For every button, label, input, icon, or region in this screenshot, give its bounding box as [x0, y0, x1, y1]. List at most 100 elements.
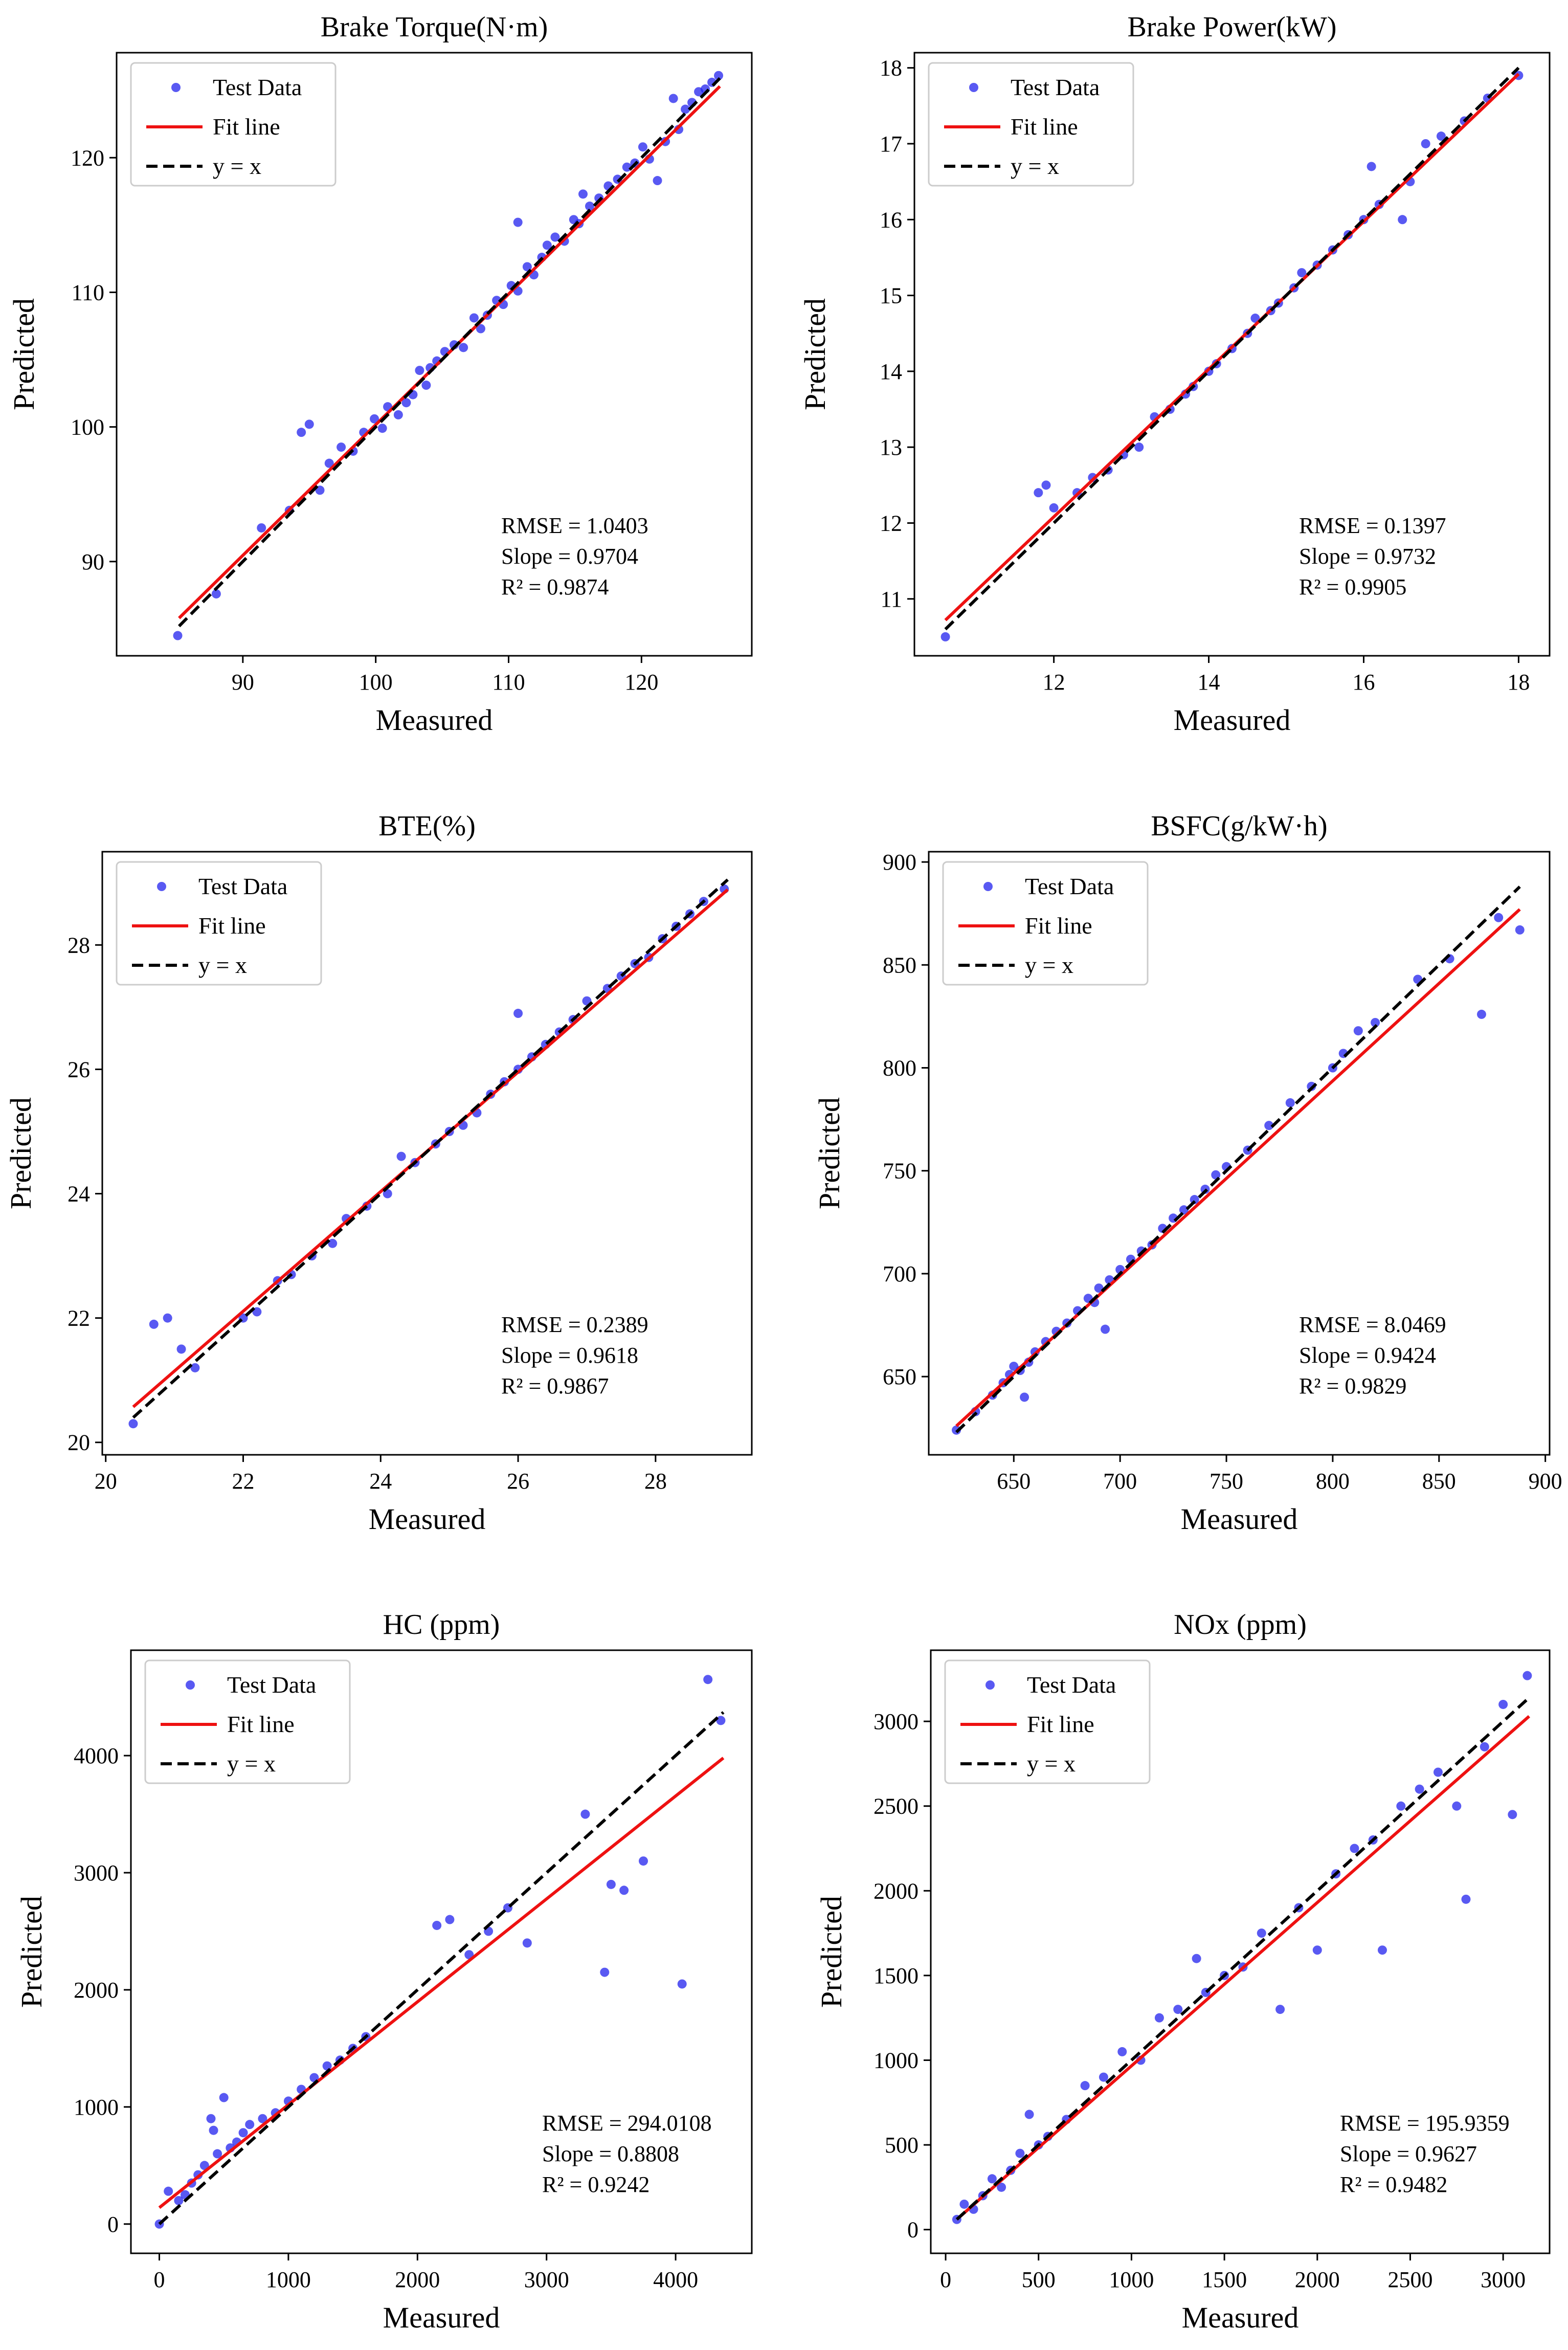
y-axis-label: Predicted [798, 298, 832, 410]
legend-box [944, 1659, 1151, 1784]
identity-line [132, 878, 729, 1419]
stats-line: Slope = 0.9732 [1299, 544, 1436, 569]
chart-hc: HC (ppm) 0 1000 2000 3000 4000 0 1000 2000 3000 40… [15, 1609, 753, 2334]
chart-brake-torque: Brake Torque(N·m) 90 100 110 120 90 100 110 120 M… [7, 11, 753, 737]
x-tick-label: 26 [507, 1469, 529, 1494]
x-tick-label: 110 [492, 670, 525, 695]
legend-box [942, 861, 1149, 986]
data-point [940, 632, 950, 641]
legend-label-fit-line: Fit line [227, 1711, 295, 1737]
plot-area [940, 66, 1524, 641]
stats-line: RMSE = 0.1397 [1299, 513, 1446, 538]
y-tick-label: 22 [68, 1306, 90, 1331]
y-tick-label: 700 [883, 1261, 916, 1287]
data-point [415, 366, 424, 375]
data-point [164, 2186, 173, 2196]
stats-line: RMSE = 8.0469 [1299, 1312, 1446, 1337]
x-tick-label: 100 [359, 670, 393, 695]
y-tick-label: 16 [880, 207, 902, 232]
stats-line: R² = 0.9905 [1299, 574, 1406, 600]
data-point [1494, 913, 1504, 922]
data-point [578, 189, 588, 199]
data-point [606, 1879, 616, 1889]
stats-line: RMSE = 1.0403 [501, 513, 648, 538]
data-point [1250, 314, 1260, 323]
y-tick-label: 2000 [74, 1978, 119, 2003]
stats-line: R² = 0.9867 [501, 1373, 609, 1399]
y-axis-label: Predicted [15, 1896, 48, 2008]
data-point [337, 442, 346, 452]
axes-frame [101, 851, 753, 1456]
fit-line [158, 1757, 725, 2209]
legend-marker-test-data [969, 83, 978, 92]
fit-line [178, 85, 721, 619]
legend-label-fit-line: Fit line [1025, 913, 1092, 939]
x-tick-label: 12 [1043, 670, 1065, 695]
data-point [1398, 215, 1407, 225]
data-point [1433, 1767, 1443, 1777]
y-tick-label: 0 [107, 2212, 119, 2237]
legend-label-identity: y = x [213, 153, 261, 179]
fit-line [955, 908, 1521, 1427]
x-axis-label: Measured [383, 2301, 500, 2334]
y-tick-label: 15 [880, 283, 902, 308]
data-point [716, 1716, 726, 1725]
data-point [619, 1886, 629, 1895]
x-tick-label: 1500 [1202, 2267, 1247, 2292]
data-point [128, 1419, 138, 1429]
stats-line: Slope = 0.9627 [1340, 2141, 1477, 2166]
data-point [432, 1920, 442, 1930]
data-point [1257, 1928, 1266, 1938]
plot-area [173, 71, 724, 640]
identity-line [955, 1696, 1531, 2221]
x-tick-label: 22 [232, 1469, 255, 1494]
data-point [370, 414, 379, 424]
data-point [622, 162, 632, 172]
x-tick-label: 750 [1209, 1469, 1243, 1494]
data-point [668, 94, 678, 103]
plot-area [128, 878, 729, 1429]
data-point [1421, 139, 1430, 148]
data-point [377, 424, 387, 433]
data-point [638, 1856, 648, 1866]
stats-line: R² = 0.9874 [501, 574, 609, 600]
data-point [1020, 1392, 1029, 1402]
x-tick-label: 14 [1198, 670, 1220, 695]
y-tick-label: 24 [68, 1182, 90, 1207]
data-point [297, 428, 306, 437]
stats-line: R² = 0.9482 [1340, 2172, 1447, 2197]
identity-line [955, 885, 1521, 1433]
data-point [600, 1967, 610, 1977]
legend-label-test-data: Test Data [198, 873, 287, 899]
legend-label-fit-line: Fit line [1027, 1711, 1094, 1737]
chart-title: Brake Power(kW) [1128, 11, 1337, 43]
identity-line [944, 66, 1520, 631]
x-tick-label: 800 [1316, 1469, 1350, 1494]
legend: Test Data Fit line y = x [144, 1659, 351, 1784]
fit-line [132, 888, 729, 1408]
x-tick-label: 20 [95, 1469, 117, 1494]
x-tick-label: 120 [624, 670, 658, 695]
y-tick-label: 1000 [74, 2095, 119, 2120]
x-tick-label: 3000 [524, 2267, 569, 2292]
fit-line [944, 73, 1520, 622]
legend-label-test-data: Test Data [227, 1672, 316, 1698]
chart-bte: BTE(%) 20 22 24 26 28 20 22 24 26 28 Measured Predic… [4, 810, 753, 1536]
data-point [304, 419, 314, 429]
stats-line: RMSE = 195.9359 [1340, 2111, 1510, 2136]
y-tick-label: 650 [883, 1364, 916, 1389]
data-point [445, 1915, 455, 1924]
y-tick-label: 900 [883, 850, 916, 875]
data-point [1350, 1844, 1359, 1853]
y-tick-label: 20 [68, 1430, 90, 1455]
data-point [1041, 480, 1051, 490]
data-point [199, 2161, 209, 2170]
chart-title: HC (ppm) [383, 1609, 500, 1640]
data-point [258, 2114, 267, 2123]
axes-frame [116, 52, 753, 657]
x-tick-label: 1000 [266, 2267, 311, 2292]
y-axis-label: Predicted [815, 1896, 848, 2008]
stats-line: Slope = 0.9424 [1299, 1343, 1436, 1368]
identity-line [158, 1711, 725, 2225]
data-point [476, 324, 485, 334]
